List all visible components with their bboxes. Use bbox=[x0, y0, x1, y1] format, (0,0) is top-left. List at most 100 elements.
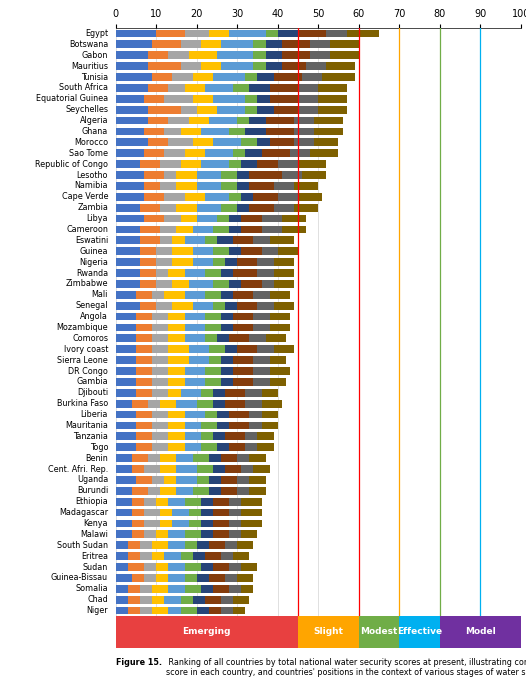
Bar bbox=[116, 182, 144, 190]
Bar bbox=[257, 269, 274, 277]
Bar bbox=[249, 335, 266, 342]
Bar bbox=[132, 509, 144, 517]
Bar bbox=[116, 225, 140, 233]
Bar bbox=[217, 411, 229, 419]
Bar bbox=[168, 367, 185, 375]
Bar bbox=[254, 51, 266, 59]
Bar bbox=[201, 563, 213, 571]
Bar bbox=[225, 389, 245, 397]
Bar bbox=[221, 41, 254, 48]
Bar bbox=[205, 291, 221, 299]
Bar bbox=[330, 41, 359, 48]
Bar bbox=[290, 149, 310, 157]
Bar bbox=[205, 335, 217, 342]
Bar bbox=[249, 454, 266, 462]
Bar bbox=[177, 465, 197, 473]
Bar bbox=[213, 280, 229, 288]
Bar bbox=[152, 367, 168, 375]
Bar bbox=[168, 443, 185, 451]
Bar bbox=[152, 585, 168, 593]
Bar bbox=[193, 302, 213, 309]
Bar bbox=[205, 237, 217, 244]
Bar bbox=[274, 204, 294, 211]
Bar bbox=[201, 421, 217, 429]
Bar bbox=[205, 193, 229, 201]
Bar bbox=[270, 356, 286, 364]
Bar bbox=[140, 585, 152, 593]
Bar bbox=[116, 443, 136, 451]
Bar bbox=[136, 356, 152, 364]
Bar bbox=[128, 552, 140, 560]
Bar bbox=[168, 84, 185, 92]
Bar bbox=[144, 193, 164, 201]
Bar bbox=[160, 465, 177, 473]
Bar bbox=[197, 574, 209, 582]
Bar bbox=[185, 585, 201, 593]
Bar bbox=[168, 269, 185, 277]
Bar bbox=[266, 62, 282, 70]
Bar bbox=[152, 541, 168, 549]
Bar bbox=[225, 400, 245, 407]
Bar bbox=[318, 95, 347, 103]
Bar bbox=[144, 509, 160, 517]
Bar bbox=[168, 51, 189, 59]
Bar bbox=[270, 313, 290, 321]
Bar bbox=[213, 531, 229, 538]
Bar bbox=[116, 139, 148, 146]
Bar bbox=[221, 487, 237, 495]
Bar bbox=[140, 225, 160, 233]
Bar bbox=[173, 302, 193, 309]
Bar bbox=[254, 367, 270, 375]
Bar bbox=[261, 215, 282, 223]
Bar bbox=[298, 160, 326, 168]
Bar bbox=[217, 51, 254, 59]
Bar bbox=[185, 29, 209, 37]
Bar bbox=[221, 378, 233, 386]
Bar bbox=[237, 345, 257, 353]
Bar bbox=[314, 127, 342, 135]
Bar bbox=[261, 149, 290, 157]
Bar bbox=[164, 476, 177, 484]
Bar bbox=[140, 204, 160, 211]
Bar bbox=[229, 443, 245, 451]
Bar bbox=[152, 335, 168, 342]
Bar bbox=[266, 29, 278, 37]
Bar bbox=[173, 519, 189, 527]
Bar bbox=[164, 552, 180, 560]
Bar bbox=[249, 421, 261, 429]
Bar bbox=[270, 139, 294, 146]
Bar bbox=[229, 531, 241, 538]
Bar bbox=[237, 476, 249, 484]
Bar bbox=[257, 302, 274, 309]
Bar bbox=[274, 258, 294, 266]
Text: Figure 15.: Figure 15. bbox=[116, 658, 161, 667]
Bar bbox=[136, 389, 152, 397]
Bar bbox=[270, 291, 290, 299]
Bar bbox=[221, 596, 233, 603]
Bar bbox=[229, 193, 241, 201]
Bar bbox=[201, 127, 229, 135]
Bar bbox=[294, 117, 314, 125]
Bar bbox=[168, 345, 189, 353]
Bar bbox=[282, 225, 306, 233]
Bar bbox=[229, 411, 249, 419]
Bar bbox=[156, 269, 168, 277]
Bar bbox=[168, 541, 185, 549]
Bar bbox=[116, 247, 140, 255]
Bar bbox=[213, 465, 225, 473]
Bar bbox=[152, 291, 164, 299]
Bar bbox=[136, 378, 152, 386]
Bar bbox=[116, 84, 148, 92]
Bar bbox=[229, 127, 245, 135]
Bar bbox=[274, 73, 302, 81]
Bar bbox=[185, 269, 205, 277]
Bar bbox=[140, 280, 156, 288]
Bar bbox=[152, 323, 168, 331]
Bar bbox=[197, 400, 213, 407]
Bar bbox=[128, 596, 140, 603]
Bar bbox=[310, 51, 330, 59]
Bar bbox=[274, 302, 294, 309]
Bar bbox=[180, 106, 197, 113]
Bar bbox=[116, 29, 156, 37]
Bar bbox=[209, 607, 221, 615]
